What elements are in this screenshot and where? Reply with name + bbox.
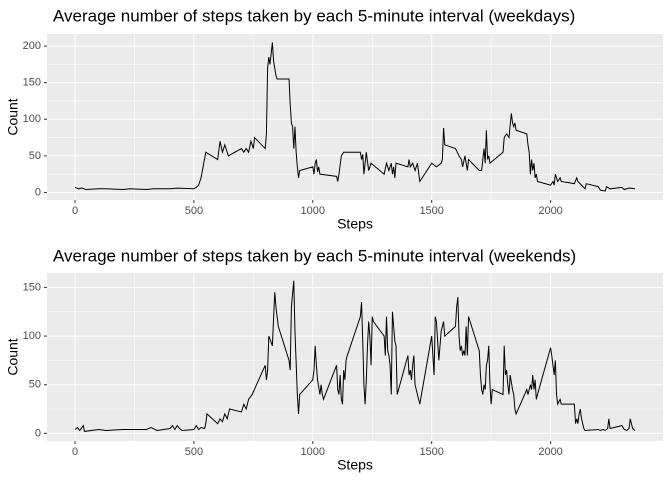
y-tick-label: 100 xyxy=(23,330,41,342)
x-tick-label: 1000 xyxy=(301,446,325,458)
chart-title: Average number of steps taken by each 5-… xyxy=(53,6,575,25)
y-tick-label: 100 xyxy=(23,113,41,125)
data-line xyxy=(74,42,636,192)
y-tick-label: 150 xyxy=(23,77,41,89)
y-tick-label: 200 xyxy=(23,40,41,52)
x-tick-label: 1500 xyxy=(419,446,443,458)
y-tick-label: 0 xyxy=(35,186,41,198)
x-tick-label: 500 xyxy=(185,446,203,458)
x-tick-label: 2000 xyxy=(538,446,562,458)
y-tick-label: 0 xyxy=(35,427,41,439)
x-axis-title: Steps xyxy=(337,457,373,473)
y-tick-label: 150 xyxy=(23,281,41,293)
x-tick-label: 500 xyxy=(185,205,203,217)
x-tick-label: 1000 xyxy=(301,205,325,217)
x-tick-label: 0 xyxy=(72,205,78,217)
y-axis-title: Count xyxy=(5,338,21,375)
data-line xyxy=(74,280,636,432)
y-axis-title: Count xyxy=(5,98,21,135)
plot-background xyxy=(47,34,663,200)
y-tick-label: 50 xyxy=(29,150,41,162)
x-tick-label: 0 xyxy=(72,446,78,458)
y-tick-label: 50 xyxy=(29,379,41,391)
chart-title: Average number of steps taken by each 5-… xyxy=(53,246,576,265)
x-tick-label: 2000 xyxy=(538,205,562,217)
x-tick-label: 1500 xyxy=(419,205,443,217)
plot-background xyxy=(47,273,663,441)
x-axis-title: Steps xyxy=(337,216,373,232)
